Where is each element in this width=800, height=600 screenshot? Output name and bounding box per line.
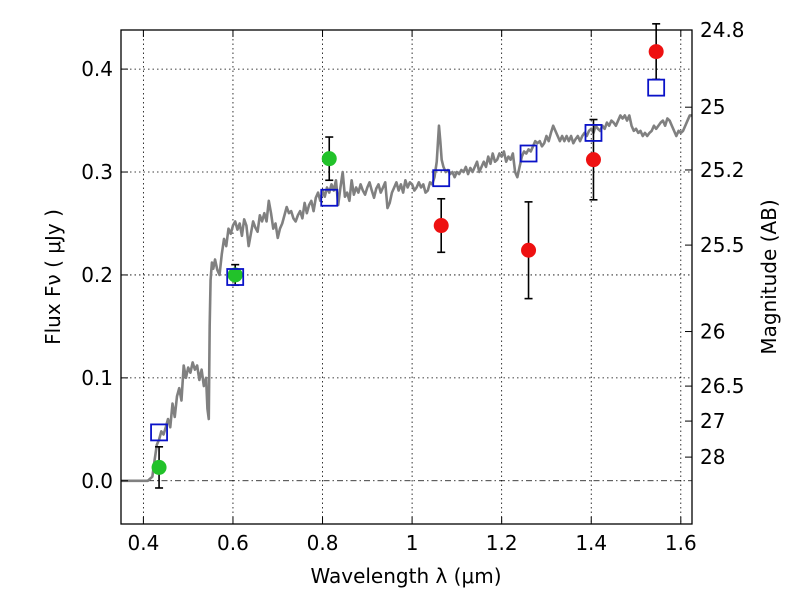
- nir-data-point: [521, 242, 537, 258]
- right-tick-label: 25.2: [700, 158, 745, 182]
- y-axis-title: Flux Fν ( μJy ): [41, 209, 65, 345]
- synthetic-photometry-point: [150, 423, 168, 442]
- data-points: [150, 44, 666, 475]
- x-axis-title: Wavelength λ (μm): [310, 564, 501, 588]
- right-axis-title: Magnitude (AB): [757, 199, 781, 354]
- axis-ticks: [121, 29, 692, 524]
- optical-data-point: [227, 267, 243, 283]
- y-tick-label: 0.2: [81, 263, 113, 287]
- nir-data-point: [648, 44, 664, 60]
- y-tick-label: 0.0: [81, 469, 113, 493]
- plot-frame: [120, 29, 693, 525]
- plot-area: [120, 23, 693, 525]
- model-spectrum-line: [121, 114, 692, 483]
- x-tick-label: 1.4: [575, 531, 607, 555]
- x-tick-label: 1.6: [665, 531, 697, 555]
- synthetic-photometry-point: [320, 188, 339, 207]
- optical-data-point: [321, 151, 337, 167]
- x-tick-label: 0.6: [217, 531, 249, 555]
- x-tick-label: 0.8: [307, 531, 339, 555]
- y-tick-label: 0.1: [81, 366, 113, 390]
- x-tick-label: 0.4: [127, 531, 159, 555]
- y-tick-label: 0.4: [81, 57, 113, 81]
- synthetic-photometry-point: [432, 169, 451, 188]
- synthetic-photometry-point: [647, 78, 666, 97]
- synthetic-photometry-point: [519, 144, 538, 163]
- plot-background: [121, 30, 692, 524]
- right-tick-labels: 24.8 25 25.2 25.5 26 26.5 27 28: [700, 18, 745, 469]
- right-tick-label: 25: [700, 95, 725, 119]
- right-tick-label: 27: [700, 409, 725, 433]
- right-tick-label: 24.8: [700, 18, 745, 42]
- synthetic-photometry-point: [584, 124, 603, 142]
- right-tick-label: 25.5: [700, 233, 745, 257]
- right-tick-label: 28: [700, 445, 725, 469]
- optical-data-point: [151, 459, 167, 475]
- model-spectrum: [121, 114, 692, 483]
- x-tick-label: 1: [406, 531, 419, 555]
- x-tick-label: 1.2: [486, 531, 518, 555]
- x-tick-labels: 0.4 0.6 0.8 1 1.2 1.4 1.6: [127, 531, 696, 555]
- nir-data-point: [433, 218, 449, 234]
- right-tick-label: 26: [700, 320, 725, 344]
- y-tick-label: 0.3: [81, 160, 113, 184]
- synthetic-photometry-point: [226, 268, 245, 286]
- nir-data-point: [585, 152, 601, 168]
- y-tick-labels: 0.0 0.1 0.2 0.3 0.4: [81, 57, 113, 493]
- grid: [121, 30, 692, 524]
- right-tick-label: 26.5: [700, 374, 745, 398]
